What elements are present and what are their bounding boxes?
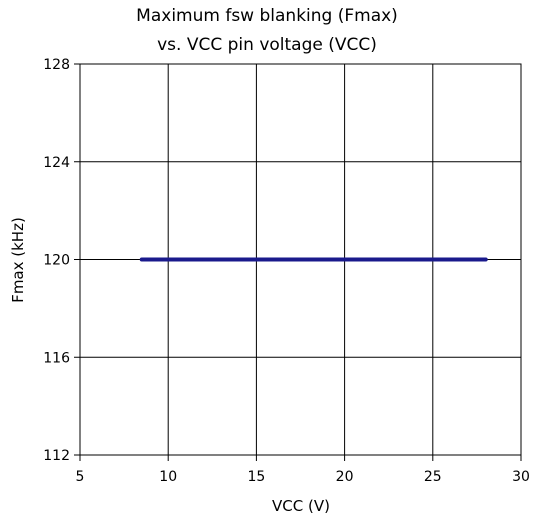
chart-title-line-2: vs. VCC pin voltage (VCC) xyxy=(157,35,377,55)
data-point xyxy=(307,258,311,261)
data-point xyxy=(237,258,241,261)
data-point xyxy=(343,258,347,261)
x-axis-label: VCC (V) xyxy=(272,497,330,515)
data-point xyxy=(448,258,452,261)
chart-title-line-1: Maximum fsw blanking (Fmax) xyxy=(136,6,398,26)
x-tick-label: 5 xyxy=(76,469,85,485)
y-tick-label: 120 xyxy=(43,253,70,269)
x-tick-label: 10 xyxy=(159,469,177,485)
y-axis-label: Fmax (kHz) xyxy=(9,217,27,303)
data-point xyxy=(201,258,205,261)
y-tick-label: 116 xyxy=(43,350,70,366)
data-point xyxy=(413,258,417,261)
y-tick-label: 124 xyxy=(43,155,70,171)
x-tick-label: 30 xyxy=(512,469,530,485)
data-point xyxy=(272,258,276,261)
x-tick-label: 25 xyxy=(424,469,442,485)
tick-labels: 5 10 15 20 25 30 112 116 120 124 128 xyxy=(43,57,530,485)
x-tick-label: 20 xyxy=(336,469,354,485)
series-group xyxy=(139,257,488,262)
data-point xyxy=(140,258,144,261)
data-point xyxy=(166,258,170,261)
data-point xyxy=(484,258,488,261)
y-tick-label: 128 xyxy=(43,57,70,73)
x-tick-label: 15 xyxy=(247,469,265,485)
y-tick-label: 112 xyxy=(43,448,70,464)
data-point xyxy=(378,258,382,261)
